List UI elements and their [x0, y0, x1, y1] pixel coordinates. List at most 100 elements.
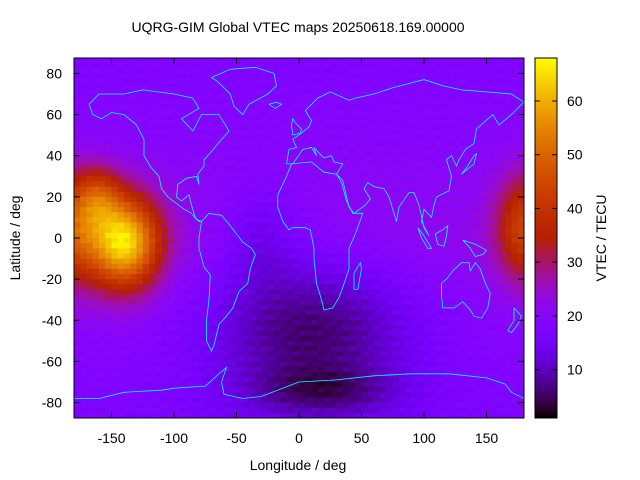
heatmap-cell [217, 366, 225, 373]
heatmap-cell [74, 315, 81, 321]
heatmap-cell [361, 304, 369, 311]
heatmap-cell [149, 412, 156, 419]
heatmap-cell [255, 68, 262, 74]
heatmap-cell [99, 217, 106, 223]
heatmap-cell [86, 376, 94, 383]
heatmap-cell [274, 94, 281, 100]
heatmap-cell [74, 155, 81, 162]
heatmap-cell [442, 222, 450, 229]
heatmap-cell [461, 310, 469, 316]
heatmap-cell [111, 140, 119, 146]
heatmap-cell [174, 68, 181, 74]
heatmap-cell [149, 196, 156, 203]
heatmap-cell [249, 166, 256, 172]
heatmap-cell [342, 402, 350, 409]
heatmap-cell [149, 104, 156, 110]
heatmap-cell [149, 124, 156, 131]
heatmap-cell [286, 130, 294, 136]
heatmap-cell [517, 289, 525, 295]
heatmap-cell [105, 304, 112, 311]
heatmap-cell [311, 387, 319, 393]
heatmap-cell [217, 346, 225, 352]
heatmap-cell [124, 330, 131, 337]
heatmap-cell [436, 119, 444, 126]
heatmap-cell [174, 402, 181, 409]
heatmap-cell [355, 202, 362, 208]
heatmap-cell [511, 387, 519, 393]
heatmap-cell [317, 392, 325, 398]
heatmap-cell [186, 315, 194, 321]
heatmap-cell [286, 155, 294, 162]
heatmap-cell [442, 99, 450, 105]
heatmap-cell [505, 63, 512, 69]
heatmap-cell [274, 376, 281, 383]
heatmap-cell [105, 150, 112, 157]
heatmap-cell [511, 274, 519, 280]
heatmap-cell [80, 171, 87, 177]
heatmap-cell [192, 176, 200, 182]
heatmap-cell [174, 397, 181, 403]
heatmap-cell [149, 232, 156, 239]
heatmap-cell [274, 88, 281, 95]
heatmap-cell [99, 109, 106, 115]
heatmap-cell [111, 181, 119, 187]
heatmap-cell [192, 124, 200, 131]
heatmap-cell [461, 176, 469, 182]
heatmap-cell [280, 340, 287, 347]
heatmap-cell [292, 387, 300, 393]
heatmap-cell [436, 207, 444, 213]
heatmap-cell [267, 63, 275, 69]
heatmap-cell [480, 78, 487, 85]
heatmap-cell [511, 78, 519, 85]
heatmap-cell [236, 248, 244, 254]
heatmap-cell [511, 207, 519, 213]
heatmap-cell [492, 315, 500, 321]
heatmap-cell [311, 274, 319, 280]
heatmap-cell [80, 392, 87, 398]
heatmap-cell [255, 340, 262, 347]
heatmap-cell [211, 274, 219, 280]
heatmap-cell [274, 196, 281, 203]
heatmap-cell [124, 171, 131, 177]
heatmap-cell [99, 356, 106, 362]
heatmap-cell [230, 202, 237, 208]
heatmap-cell [280, 119, 287, 126]
heatmap-cell [430, 202, 437, 208]
heatmap-cell [461, 387, 469, 393]
heatmap-cell [86, 212, 94, 218]
heatmap-cell [517, 191, 525, 198]
heatmap-cell [86, 114, 94, 121]
heatmap-cell [236, 191, 244, 198]
heatmap-cell [174, 94, 181, 100]
heatmap-cell [486, 361, 494, 367]
heatmap-cell [174, 191, 181, 198]
heatmap-cell [405, 294, 412, 301]
heatmap-cell [267, 397, 275, 403]
heatmap-cell [236, 238, 244, 244]
heatmap-cell [111, 202, 119, 208]
heatmap-cell [392, 68, 400, 74]
chart-title: UQRG-GIM Global VTEC maps 20250618.169.0… [131, 19, 464, 35]
heatmap-cell [511, 186, 519, 193]
heatmap-cell [292, 371, 300, 378]
heatmap-cell [324, 94, 331, 100]
heatmap-cell [349, 145, 356, 151]
heatmap-cell [142, 387, 150, 393]
heatmap-cell [99, 207, 106, 213]
heatmap-cell [205, 109, 212, 115]
heatmap-cell [455, 186, 462, 193]
heatmap-cell [236, 58, 244, 64]
heatmap-cell [174, 268, 181, 275]
heatmap-cell [461, 202, 469, 208]
heatmap-cell [255, 155, 262, 162]
heatmap-cell [442, 346, 450, 352]
heatmap-cell [161, 181, 169, 187]
heatmap-cell [136, 402, 144, 409]
heatmap-cell [255, 94, 262, 100]
heatmap-cell [142, 279, 150, 285]
heatmap-cell [436, 361, 444, 367]
heatmap-cell [105, 397, 112, 403]
heatmap-cell [230, 124, 237, 131]
heatmap-cell [161, 83, 169, 90]
heatmap-cell [105, 325, 112, 331]
